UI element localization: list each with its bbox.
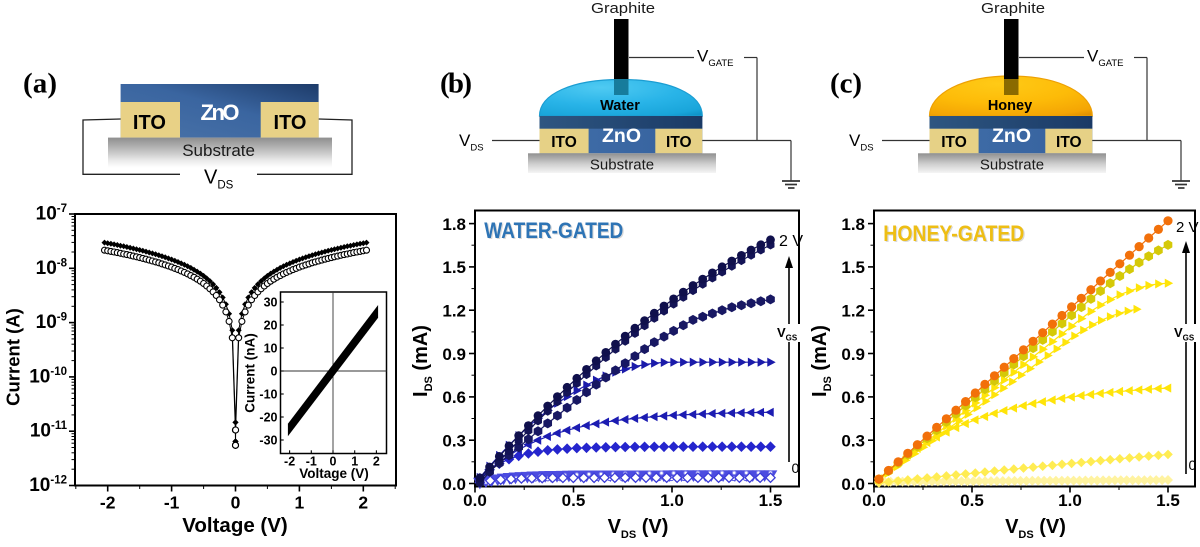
svg-text:2: 2 [358,493,368,513]
svg-text:VDS (V): VDS (V) [608,516,669,541]
svg-text:Graphite: Graphite [591,0,655,17]
svg-text:0: 0 [271,365,278,379]
svg-text:0.6: 0.6 [442,388,466,407]
svg-text:1.5: 1.5 [759,491,783,510]
svg-text:0.5: 0.5 [960,491,984,510]
svg-text:ZnO: ZnO [201,100,240,125]
svg-text:-30: -30 [259,434,277,448]
svg-text:1: 1 [351,455,358,469]
svg-text:WATER-GATED: WATER-GATED [486,219,625,244]
svg-text:0: 0 [1189,457,1197,473]
svg-text:-20: -20 [259,411,277,425]
svg-text:20: 20 [264,319,278,333]
svg-text:30: 30 [264,296,278,310]
svg-text:HONEY-GATED: HONEY-GATED [883,221,1024,246]
svg-text:VGATE: VGATE [1087,47,1124,70]
svg-text:-2: -2 [100,493,116,513]
svg-text:-10: -10 [259,388,277,402]
svg-text:0: 0 [231,493,241,513]
svg-text:10-7: 10-7 [36,203,67,225]
svg-text:Current (nA): Current (nA) [243,333,258,413]
svg-text:2: 2 [373,455,380,469]
svg-text:Voltage (V): Voltage (V) [299,466,369,481]
svg-text:0.0: 0.0 [841,475,865,494]
svg-text:1.2: 1.2 [442,302,466,321]
svg-text:0.0: 0.0 [463,491,487,510]
svg-text:ZnO: ZnO [602,125,641,147]
svg-text:Substrate: Substrate [182,141,255,160]
svg-text:(c): (c) [830,68,862,100]
svg-text:ZnO: ZnO [992,125,1031,147]
svg-text:-1: -1 [164,493,180,513]
svg-text:IDS (mA): IDS (mA) [809,325,834,397]
svg-text:ITO: ITO [666,134,692,151]
svg-text:Voltage (V): Voltage (V) [182,514,288,537]
svg-text:2 V: 2 V [779,233,803,250]
svg-text:1.5: 1.5 [442,258,466,277]
svg-text:VDS: VDS [204,166,234,191]
svg-text:1.0: 1.0 [660,491,684,510]
svg-text:1.5: 1.5 [1156,491,1180,510]
svg-text:ITO: ITO [551,134,577,151]
svg-text:10-8: 10-8 [36,257,68,279]
svg-text:0.0: 0.0 [442,475,466,494]
svg-text:0.6: 0.6 [841,388,865,407]
svg-text:10-11: 10-11 [30,420,68,442]
svg-text:ITO: ITO [1056,134,1082,151]
svg-text:0.3: 0.3 [442,432,466,451]
svg-text:0.5: 0.5 [562,491,586,510]
svg-text:Water: Water [600,98,640,114]
svg-text:10-12: 10-12 [29,475,67,497]
svg-text:Substrate: Substrate [980,157,1044,174]
svg-text:0: 0 [792,460,800,476]
svg-text:10-9: 10-9 [36,312,67,334]
svg-text:1.2: 1.2 [841,302,865,321]
svg-text:(a): (a) [23,68,57,100]
svg-text:10: 10 [264,342,278,356]
svg-text:0.9: 0.9 [841,345,865,364]
svg-text:VGATE: VGATE [697,47,734,70]
svg-text:HONEY-GATED: HONEY-GATED [885,222,1026,247]
svg-text:1.0: 1.0 [1058,491,1082,510]
svg-text:ITO: ITO [133,112,166,134]
svg-text:1.8: 1.8 [841,215,865,234]
svg-text:VDS (V): VDS (V) [1005,516,1066,541]
svg-text:0.3: 0.3 [841,432,865,451]
svg-text:IDS (mA): IDS (mA) [410,325,435,397]
svg-text:10-10: 10-10 [29,366,67,388]
svg-text:VDS: VDS [849,131,874,154]
svg-text:VDS: VDS [459,131,484,154]
svg-text:WATER-GATED: WATER-GATED [484,218,623,243]
svg-text:1: 1 [295,493,305,513]
svg-text:ITO: ITO [274,112,307,134]
svg-text:-1: -1 [306,455,317,469]
svg-text:1.5: 1.5 [841,258,865,277]
svg-text:ITO: ITO [941,134,967,151]
svg-text:1.8: 1.8 [442,215,466,234]
svg-text:-2: -2 [284,455,295,469]
svg-text:Current (A): Current (A) [3,308,24,406]
svg-text:0: 0 [330,455,337,469]
svg-text:Substrate: Substrate [590,157,654,174]
svg-text:0.0: 0.0 [862,491,886,510]
svg-text:Graphite: Graphite [981,0,1045,17]
svg-text:Honey: Honey [988,98,1032,114]
svg-text:2 V: 2 V [1176,219,1199,236]
svg-text:(b): (b) [440,68,472,100]
svg-text:0.9: 0.9 [442,345,466,364]
